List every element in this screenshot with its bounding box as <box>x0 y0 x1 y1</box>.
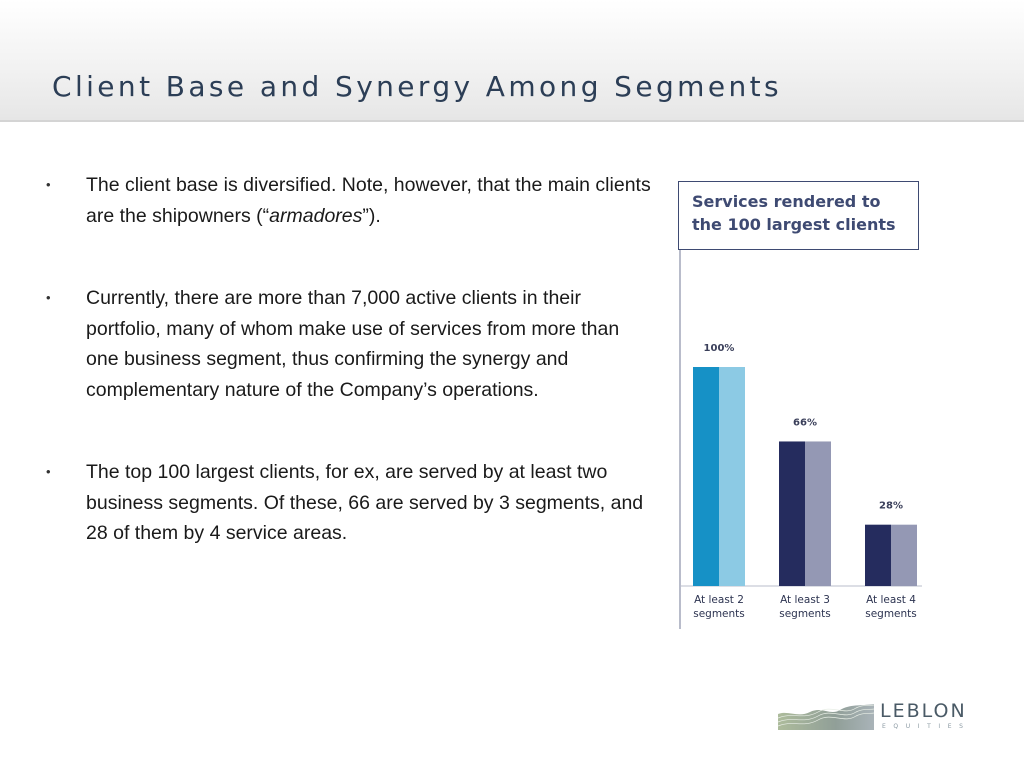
bar-value-label: 100% <box>704 343 735 354</box>
chart-title: Services rendered to the 100 largest cli… <box>692 192 896 234</box>
bullet-item: • The top 100 largest clients, for ex, a… <box>44 457 656 549</box>
leblon-logo: LEBLON EQUITIES <box>776 700 986 736</box>
bar-side-2 <box>891 524 917 586</box>
bullet-text: The client base is diversified. Note, ho… <box>86 174 651 227</box>
slide-header <box>0 0 1024 122</box>
logo-subtitle: EQUITIES <box>882 723 971 730</box>
chart-title-box: Services rendered to the 100 largest cli… <box>678 181 919 250</box>
bar-value-label: 28% <box>879 501 903 512</box>
category-label: segments <box>779 608 831 620</box>
bar-front-1 <box>779 441 805 586</box>
bullet-text: The top 100 largest clients, for ex, are… <box>86 461 643 544</box>
bullet-text-italic: armadores <box>269 204 363 227</box>
bullet-icon: • <box>46 177 51 192</box>
bullet-text-part: The client base is diversified. Note, ho… <box>86 174 651 227</box>
bullet-text: Currently, there are more than 7,000 act… <box>86 287 619 401</box>
bar-value-label: 66% <box>793 417 817 428</box>
logo-wave-icon <box>777 704 875 730</box>
logo-name: LEBLON <box>880 700 967 722</box>
bullet-icon: • <box>46 290 51 305</box>
bar-side-0 <box>719 367 745 586</box>
bar-front-0 <box>693 367 719 586</box>
bar-chart: 100% At least 2 segments 66% At least 3 segme… <box>678 181 922 629</box>
bullet-text-part: ”). <box>362 204 381 227</box>
category-label: At least 4 <box>866 594 916 606</box>
bullet-item: • The client base is diversified. Note, … <box>44 170 656 231</box>
bar-front-2 <box>865 524 891 586</box>
chart-canvas: 100% At least 2 segments 66% At least 3 segme… <box>679 249 922 629</box>
bullet-icon: • <box>46 464 51 479</box>
bullet-item: • Currently, there are more than 7,000 a… <box>44 283 656 405</box>
category-label: segments <box>865 608 917 620</box>
category-label: At least 2 <box>694 594 744 606</box>
bullet-text-part: The top 100 largest clients, for ex, are… <box>86 461 644 544</box>
category-label: segments <box>693 608 745 620</box>
bullet-text-part: Currently, there are more than 7,000 act… <box>86 287 620 401</box>
bar-side-1 <box>805 441 831 586</box>
bullet-list: • The client base is diversified. Note, … <box>44 170 656 549</box>
slide-title: Client Base and Synergy Among Segments <box>52 70 782 103</box>
category-label: At least 3 <box>780 594 830 606</box>
